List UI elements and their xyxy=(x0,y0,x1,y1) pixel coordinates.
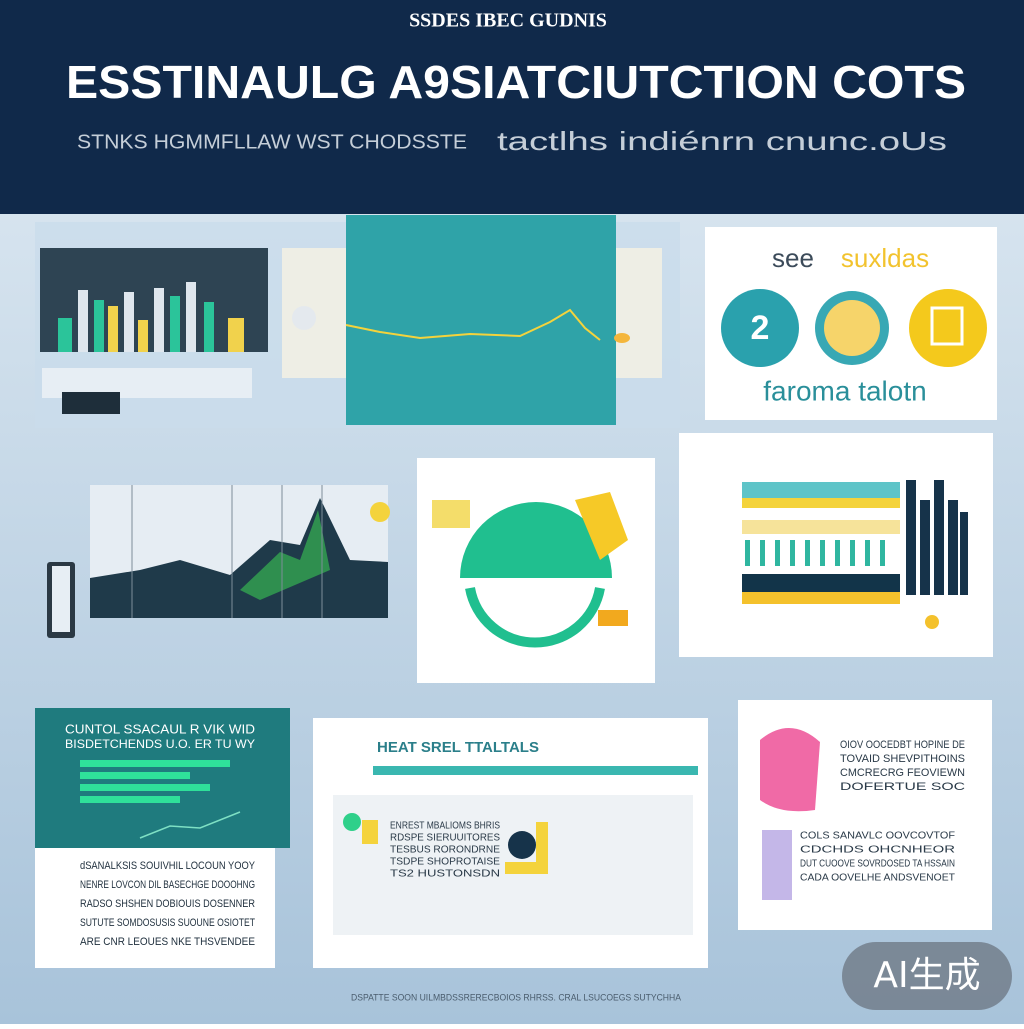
body-line: DUT CUOOVE SOVRDOSED TA HSSAIN xyxy=(800,859,955,870)
subheading: BISDETCHENDS U.O. ER TU WY xyxy=(65,737,255,751)
badge-number: 2 xyxy=(751,309,770,347)
title: ESSTINAULG A9SIATCIUTCTION COTS xyxy=(66,56,966,108)
body-line: TSDPE SHOPROTAISE xyxy=(390,857,500,868)
footer: DSPATTE SOON UILMBDSSRERECBOIOS RHRSS. C… xyxy=(351,992,681,1002)
card-caption: faroma talotn xyxy=(763,375,926,406)
gauge-card xyxy=(417,458,655,683)
body-line: RDSPE SIERUUITORES xyxy=(390,833,500,844)
body-line: ARE CNR LEOUES NKE THSVENDEE xyxy=(80,936,255,948)
text-card-left: CUNTOL SSACAUL R VIK WID BISDETCHENDS U.… xyxy=(35,708,290,968)
watermark: AI生成 xyxy=(873,955,980,996)
body-line: TOVAID SHEVPITHOINS xyxy=(840,753,965,765)
body-line: DOFERTUE SOC xyxy=(840,781,965,793)
text-card-middle: HEAT SREL TTALTALS ENREST MBALIOMS BHRIS… xyxy=(313,718,708,968)
card-title-right: suxldas xyxy=(841,243,929,273)
body-line: ENREST MBALIOMS BHRIS xyxy=(390,821,500,832)
kicker: SSDES IBEC GUDNIS xyxy=(409,10,607,32)
dashboard-panel xyxy=(35,215,680,428)
body-line: COLS SANAVLC OOVCOVTOF xyxy=(800,831,955,842)
watermark-badge xyxy=(842,942,1012,1010)
subtitle-right: tactlhs indiénrn cnunc.oUs xyxy=(497,126,947,156)
body-line: RADSO SHSHEN DOBIOUIS DOSENNER xyxy=(80,898,255,910)
body-line: SUTUTE SOMDOSUSIS SUOUNE OSIOTET xyxy=(80,917,255,929)
text-card-right: OIOV OOCEDBT HOPINE DE TOVAID SHEVPITHOIN… xyxy=(738,700,992,930)
bar-chart-card xyxy=(679,433,993,657)
heading: HEAT SREL TTALTALS xyxy=(377,739,539,756)
subtitle-left: STNKS HGMMFLLAW WST CHODSSTE xyxy=(77,131,467,153)
card-title-left: see xyxy=(772,243,814,273)
body-line: dSANALKSIS SOUIVHIL LOCOUN YOOY xyxy=(80,860,256,872)
header-band xyxy=(0,0,1024,214)
body-line: TS2 HUSTONSDN xyxy=(390,869,500,880)
body-line: TESBUS RORONDRNE xyxy=(390,845,500,856)
body-line: CDCHDS OHCNHEOR xyxy=(800,845,955,856)
heading: CUNTOL SSACAUL R VIK WID xyxy=(65,721,255,736)
badge-card: see suxldas 2 faroma talotn xyxy=(705,227,997,420)
area-chart-panel xyxy=(47,485,390,638)
body-line: CADA OOVELHE ANDSVENOET xyxy=(800,873,955,884)
body-line: OIOV OOCEDBT HOPINE DE xyxy=(840,739,965,751)
body-line: CMCRECRG FEOVIEWN xyxy=(840,767,965,779)
body-line: NENRE LOVCON DIL BASECHGE DOOOHNG xyxy=(80,879,255,891)
